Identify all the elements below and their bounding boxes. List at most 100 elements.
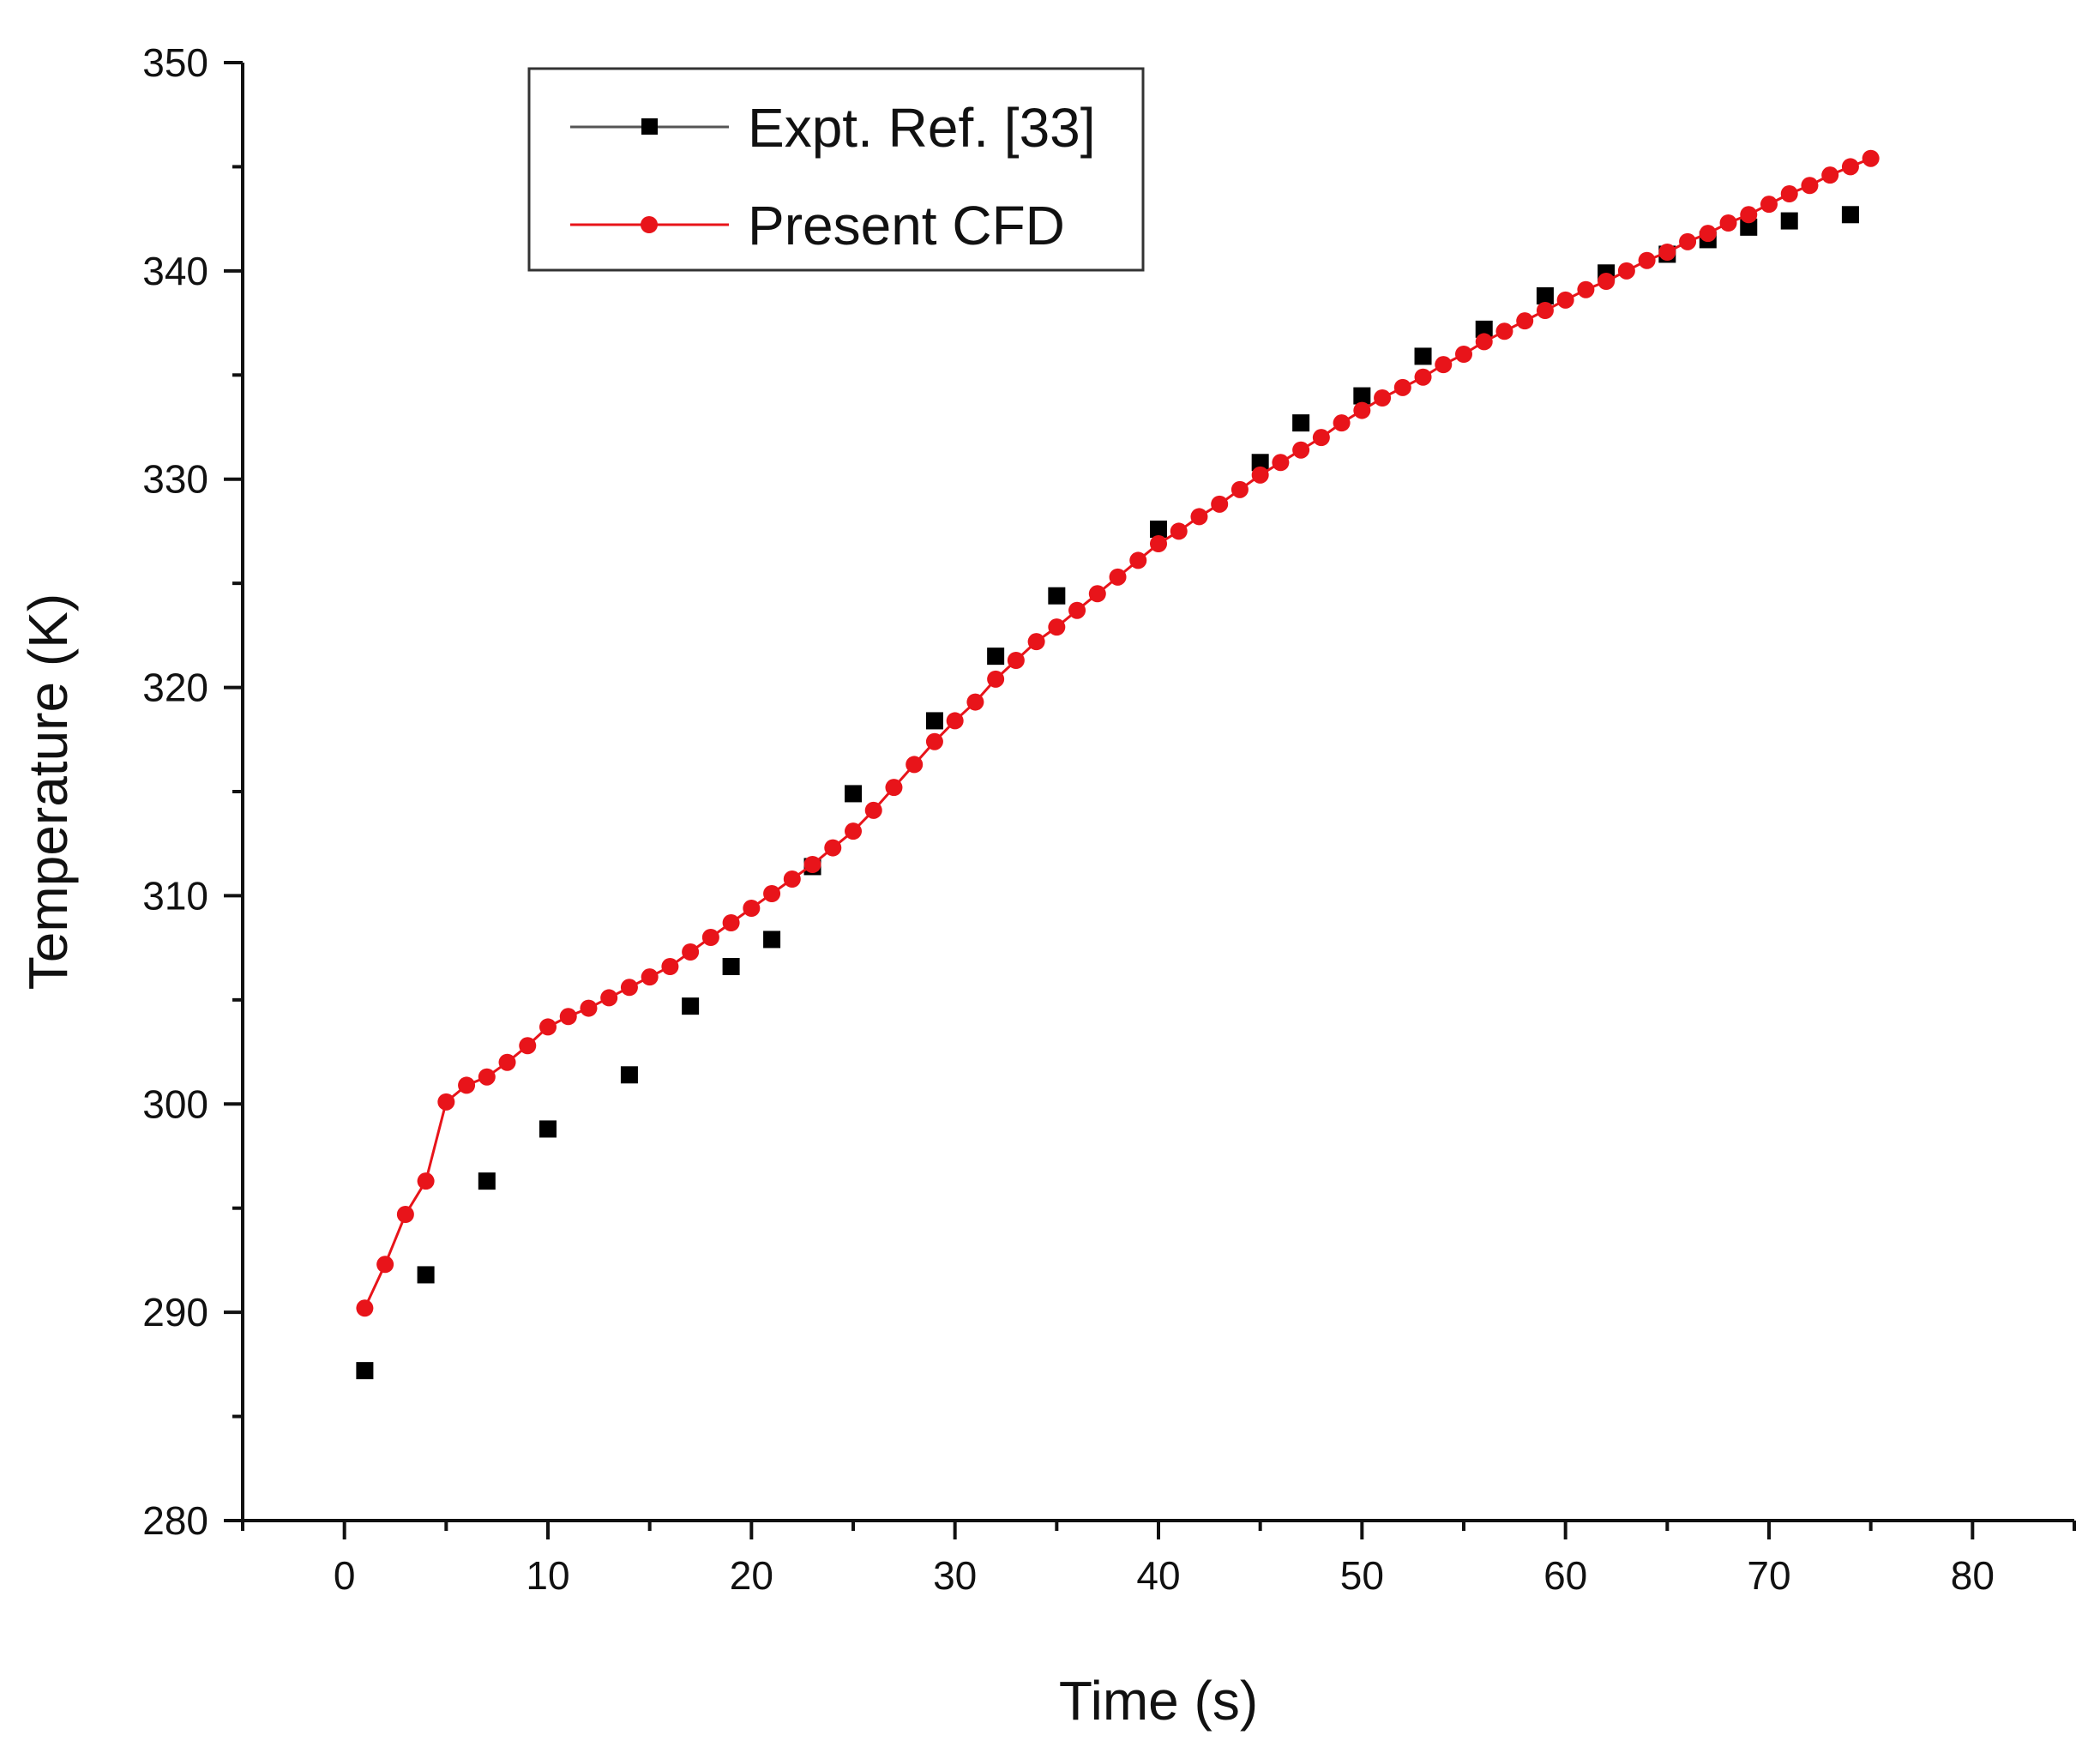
data-point-cfd [1475,333,1493,351]
x-tick-label: 70 [1747,1553,1790,1598]
data-point-expt [1841,206,1859,224]
data-point-expt [1536,287,1554,304]
data-point-cfd [1353,401,1371,419]
x-tick-label: 20 [730,1553,773,1598]
legend-label-cfd: Present CFD [748,195,1065,256]
x-tick-label: 0 [334,1553,356,1598]
data-point-cfd [1088,585,1106,603]
data-point-cfd [396,1206,414,1223]
data-point-expt [722,958,740,975]
data-point-expt [620,1066,638,1084]
data-point-cfd [1231,480,1249,498]
data-point-cfd [885,779,903,797]
data-point-cfd [478,1068,496,1086]
data-point-cfd [946,712,964,730]
data-point-expt [987,648,1005,666]
legend-marker-expt [641,118,658,135]
x-tick-label: 10 [526,1553,569,1598]
data-point-cfd [1292,441,1310,459]
y-tick-label: 310 [142,873,208,918]
data-point-cfd [641,968,659,986]
data-point-cfd [1740,206,1758,224]
data-point-cfd [1841,158,1859,176]
data-point-cfd [1435,356,1453,374]
data-point-cfd [1598,273,1616,290]
data-point-cfd [1617,262,1635,280]
y-axis-title: Temperature (K) [17,593,79,990]
data-point-cfd [539,1018,557,1036]
data-point-expt [478,1172,496,1190]
y-tick-label: 340 [142,249,208,293]
data-point-cfd [1577,280,1595,298]
data-point-expt [417,1266,435,1284]
data-point-cfd [458,1076,476,1094]
data-point-cfd [1027,633,1045,651]
data-point-cfd [1109,568,1127,586]
data-point-expt [925,712,943,730]
x-axis-title: Time (s) [1059,1670,1258,1732]
data-point-cfd [1821,166,1839,184]
data-point-expt [356,1362,374,1380]
data-point-cfd [1780,185,1798,202]
x-tick-label: 40 [1136,1553,1180,1598]
data-point-cfd [682,943,700,961]
data-point-cfd [1048,618,1066,636]
legend-label-expt: Expt. Ref. [33] [748,97,1096,159]
data-point-cfd [1658,244,1676,261]
data-point-cfd [1312,429,1330,447]
data-point-cfd [743,900,761,917]
data-point-cfd [722,914,740,931]
data-point-expt [1740,218,1758,236]
data-point-cfd [1393,378,1411,396]
data-point-cfd [845,822,862,840]
data-point-cfd [1129,551,1147,569]
data-point-cfd [966,693,984,711]
data-point-cfd [1251,466,1269,484]
data-point-cfd [824,839,842,857]
data-point-cfd [1556,291,1574,309]
data-point-cfd [1211,495,1229,513]
y-tick-label: 290 [142,1290,208,1334]
data-point-expt [682,997,700,1015]
data-point-cfd [1801,177,1819,195]
data-point-cfd [1374,389,1392,407]
data-point-cfd [701,929,719,946]
data-point-cfd [1638,251,1656,269]
data-point-expt [1150,521,1167,538]
data-point-cfd [1760,196,1778,214]
data-point-cfd [1719,214,1737,232]
data-point-cfd [498,1053,516,1071]
data-point-cfd [987,670,1005,688]
y-tick-label: 300 [142,1081,208,1126]
legend: Expt. Ref. [33] Present CFD [527,67,1145,272]
data-point-cfd [1495,322,1513,340]
data-point-cfd [437,1093,455,1111]
data-point-cfd [1150,535,1167,552]
x-tick-label: 60 [1543,1553,1587,1598]
x-tick-label: 80 [1951,1553,1995,1598]
data-point-expt [1414,347,1432,365]
data-point-cfd [783,870,801,888]
y-tick-label: 330 [142,457,208,502]
data-point-cfd [1414,368,1432,386]
data-point-expt [1475,320,1493,338]
data-point-cfd [1699,225,1717,243]
y-tick-label: 280 [142,1498,208,1543]
y-tick-label: 320 [142,666,208,710]
data-point-cfd [925,732,943,750]
y-tick-label: 350 [142,40,208,85]
data-point-expt [1251,454,1269,472]
data-point-cfd [1455,346,1472,363]
data-point-expt [1048,587,1066,605]
data-point-expt [1353,387,1371,405]
data-point-cfd [417,1172,435,1190]
legend-marker-cfd [641,216,658,233]
data-point-cfd [803,856,821,873]
data-point-cfd [580,999,598,1017]
series-line-cfd [364,157,1872,1309]
data-point-cfd [763,885,781,902]
data-point-cfd [661,958,679,975]
data-point-cfd [376,1256,394,1274]
